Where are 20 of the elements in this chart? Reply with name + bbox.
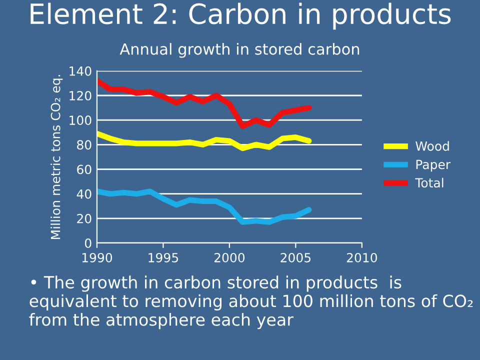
x-tick-label: 2005 xyxy=(280,252,310,262)
y-tick-label: 40 xyxy=(76,189,92,199)
y-axis-title: Million metric tons CO₂ eq. xyxy=(50,75,63,240)
legend-label: Paper xyxy=(416,160,451,172)
y-tick-label: 100 xyxy=(70,116,92,126)
legend-label: Wood xyxy=(416,141,449,151)
x-tick-label: 2000 xyxy=(214,252,245,262)
chart-subtitle: Annual growth in stored carbon xyxy=(120,43,360,58)
y-tick-label: 60 xyxy=(77,164,92,174)
chart-title: Element 2: Carbon in products xyxy=(30,2,451,30)
y-tick-label: 20 xyxy=(77,214,92,224)
legend-label: Total xyxy=(415,178,444,188)
y-tick-label: 120 xyxy=(70,90,92,100)
text: • The growth in carbon stored in products is equivalent to removing about 100 million tons of CO₂ from the atmosphere each year xyxy=(29,276,473,330)
y-tick-label: 80 xyxy=(77,140,92,150)
y-tick-label: 140 xyxy=(70,66,92,76)
x-tick-label: 1995 xyxy=(148,252,178,262)
x-tick-label: 2010 xyxy=(346,252,377,262)
x-tick-label: 1990 xyxy=(82,252,112,262)
y-tick-label: 0 xyxy=(84,238,92,248)
